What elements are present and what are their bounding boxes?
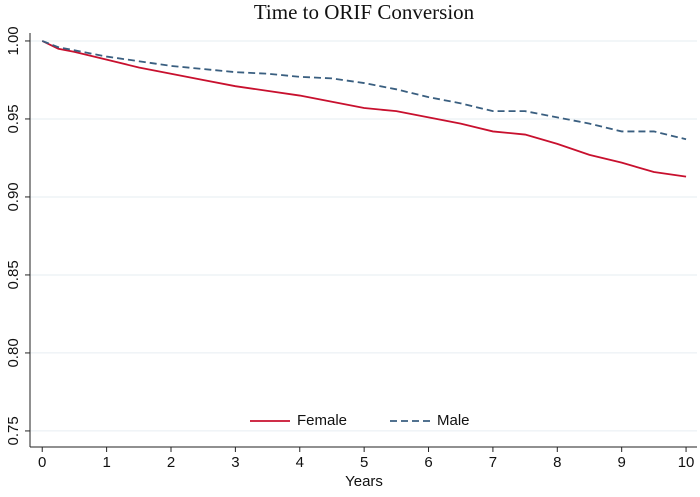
chart-title: Time to ORIF Conversion: [254, 0, 475, 24]
x-tick-label: 9: [618, 454, 626, 471]
legend-label: Male: [437, 412, 470, 429]
x-tick-label: 4: [296, 454, 304, 471]
y-tick-label: 0.75: [5, 416, 22, 445]
x-tick-label: 2: [167, 454, 175, 471]
x-tick-label: 0: [38, 454, 46, 471]
y-tick-label: 0.80: [5, 338, 22, 367]
series-line: [41, 40, 687, 141]
y-tick-label: 1.00: [5, 26, 22, 55]
x-axis-label: Years: [345, 473, 383, 490]
legend-label: Female: [297, 412, 347, 429]
series-line: [41, 40, 687, 178]
y-tick-label: 0.90: [5, 182, 22, 211]
y-tick-label: 0.85: [5, 260, 22, 289]
x-tick-label: 1: [102, 454, 110, 471]
x-tick-label: 10: [678, 454, 695, 471]
x-tick-label: 5: [360, 454, 368, 471]
x-tick-label: 6: [424, 454, 432, 471]
x-tick-label: 8: [553, 454, 561, 471]
x-tick-label: 7: [489, 454, 497, 471]
x-tick-label: 3: [231, 454, 239, 471]
y-tick-label: 0.95: [5, 104, 22, 133]
